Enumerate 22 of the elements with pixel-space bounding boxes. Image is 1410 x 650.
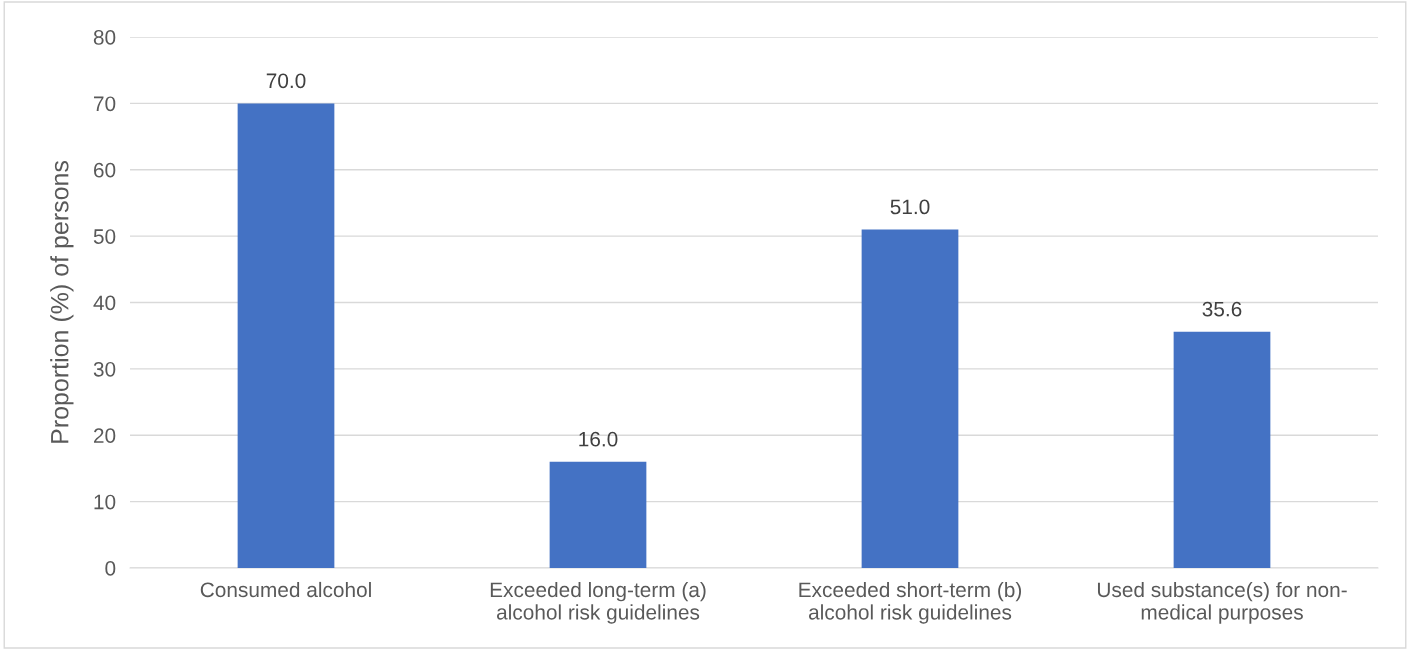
bar xyxy=(549,461,647,568)
y-tick-label: 80 xyxy=(93,30,116,45)
bar xyxy=(237,103,335,568)
y-tick-label: 40 xyxy=(93,295,116,311)
y-axis-title: Proportion (%) of persons xyxy=(50,160,74,443)
x-tick-label: Exceeded long-term (a) alcohol risk guidelines xyxy=(490,581,706,624)
y-tick-label: 30 xyxy=(93,361,116,377)
y-tick-label: 60 xyxy=(94,162,116,178)
data-label: 51.0 xyxy=(890,199,930,215)
bar xyxy=(1173,331,1271,568)
y-tick-label: 20 xyxy=(93,428,116,443)
y-tick-label: 10 xyxy=(94,494,116,510)
bar xyxy=(861,229,959,568)
data-label: 16.0 xyxy=(579,431,618,447)
data-label: 35.6 xyxy=(1202,301,1242,317)
x-tick-label: Used substance(s) for non- medical purposes xyxy=(1097,581,1347,624)
x-tick-label: Consumed alcohol xyxy=(200,581,371,598)
y-tick-label: 50 xyxy=(93,229,116,244)
y-tick-label: 0 xyxy=(105,561,116,576)
data-label: 70.0 xyxy=(266,73,306,89)
y-tick-label: 70 xyxy=(94,96,116,112)
x-tick-label: Exceeded short-term (b) alcohol risk guidelines xyxy=(799,581,1022,624)
